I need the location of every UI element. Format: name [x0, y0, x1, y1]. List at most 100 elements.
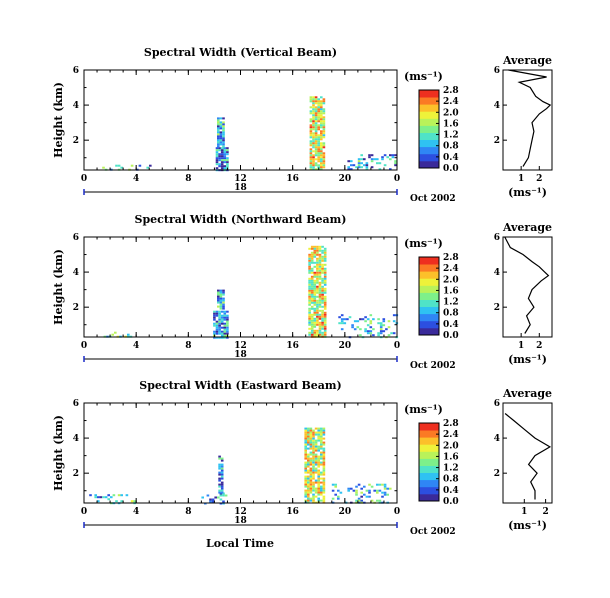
heatmap-cell — [318, 271, 322, 274]
heatmap-cell — [320, 104, 323, 107]
y-tick-label: 4 — [73, 434, 79, 444]
heatmap-cell — [114, 331, 117, 334]
heatmap-cell — [347, 160, 350, 163]
heatmap-cell — [365, 495, 369, 498]
heatmap-cell — [323, 259, 327, 262]
heatmap-cell — [226, 149, 229, 152]
heatmap-cell — [307, 459, 310, 462]
heatmap-cell — [220, 157, 224, 160]
heatmap-cell — [307, 475, 310, 478]
heatmap-cell — [360, 158, 363, 161]
heatmap-cell — [323, 313, 327, 316]
heatmap-cell — [320, 491, 323, 494]
heatmap-cell — [323, 323, 327, 326]
heatmap-cell — [218, 479, 221, 482]
heatmap-cell — [321, 327, 324, 330]
heatmap-cell — [313, 309, 317, 312]
heatmap-cell — [320, 455, 323, 458]
heatmap-cell — [313, 287, 317, 290]
colorbar-tick-label: 2.4 — [443, 97, 459, 107]
heatmap-cell — [323, 263, 327, 266]
heatmap-cell — [322, 473, 326, 476]
heatmap-cell — [321, 251, 324, 254]
heatmap-cell — [320, 146, 323, 149]
heatmap-cell — [219, 141, 223, 144]
heatmap-cell — [316, 285, 319, 288]
average-y-tick-label: 2 — [494, 136, 500, 146]
heatmap-cell — [220, 147, 224, 150]
heatmap-cell — [312, 447, 315, 450]
colorbar-segment — [419, 132, 439, 140]
heatmap-cell — [220, 149, 224, 152]
heatmap-cell — [347, 168, 350, 171]
heatmap-cell — [317, 128, 320, 131]
heatmap-cell — [309, 100, 313, 103]
heatmap-cell — [314, 453, 318, 456]
heatmap-cell — [309, 134, 313, 137]
heatmap-cell — [220, 459, 224, 462]
heatmap-cell — [321, 293, 324, 296]
y-tick-label: 6 — [73, 233, 79, 243]
heatmap-cell — [220, 485, 224, 488]
heatmap-cell — [323, 307, 327, 310]
average-y-tick-label: 6 — [494, 399, 500, 409]
heatmap-cell — [321, 323, 324, 326]
heatmap-cell — [322, 451, 326, 454]
heatmap-cell — [217, 117, 220, 120]
heatmap-cell — [314, 449, 318, 452]
heatmap-cell — [222, 297, 225, 300]
heatmap-cell — [307, 481, 310, 484]
heatmap-cell — [223, 332, 227, 335]
heatmap-cell — [217, 123, 220, 126]
heatmap-cell — [316, 261, 319, 264]
heatmap-cell — [316, 273, 319, 276]
heatmap-cell — [365, 162, 369, 165]
heatmap-cell — [350, 160, 353, 163]
heatmap-cell — [226, 332, 229, 335]
heatmap-cell — [322, 485, 326, 488]
heatmap-cell — [312, 435, 315, 438]
heatmap-cell — [310, 261, 314, 264]
heatmap-cell — [304, 431, 307, 434]
heatmap-cell — [314, 120, 318, 123]
heatmap-cell — [394, 162, 397, 165]
heatmap-cell — [217, 293, 220, 296]
heatmap-cell — [310, 281, 314, 284]
heatmap-cell — [317, 140, 320, 143]
heatmap-cell — [217, 305, 220, 308]
colorbar-segment — [419, 423, 439, 431]
heatmap-cell — [308, 277, 311, 280]
heatmap-cell — [320, 487, 323, 490]
heatmap-cell — [218, 457, 221, 460]
heatmap-cell — [386, 487, 389, 490]
heatmap-cell — [314, 126, 318, 129]
chart-title: Spectral Width (Northward Beam) — [135, 213, 347, 226]
heatmap-cell — [320, 499, 323, 502]
heatmap-cell — [322, 489, 326, 492]
heatmap-cell — [99, 496, 103, 499]
heatmap-cell — [391, 154, 395, 157]
heatmap-cell — [316, 333, 319, 336]
heatmap-cell — [322, 427, 326, 430]
heatmap-cell — [317, 166, 320, 169]
heatmap-cell — [314, 118, 318, 121]
heatmap-cell — [320, 439, 323, 442]
heatmap-cell — [385, 328, 388, 331]
heatmap-cell — [323, 289, 327, 292]
heatmap-cell — [394, 154, 397, 157]
heatmap-cell — [322, 100, 326, 103]
heatmap-cell — [217, 137, 220, 140]
heatmap-cell — [307, 433, 310, 436]
heatmap-cell — [317, 463, 320, 466]
heatmap-cell — [346, 318, 349, 321]
heatmap-cell — [317, 459, 320, 462]
heatmap-cell — [314, 128, 318, 131]
colorbar-tick-label: 2.0 — [443, 441, 459, 451]
heatmap-cells — [89, 427, 392, 505]
heatmap-cell — [323, 327, 327, 330]
heatmap-cell — [308, 319, 311, 322]
heatmap-cell — [322, 433, 326, 436]
heatmap-cell — [394, 164, 397, 167]
heatmap-cell — [361, 318, 365, 321]
